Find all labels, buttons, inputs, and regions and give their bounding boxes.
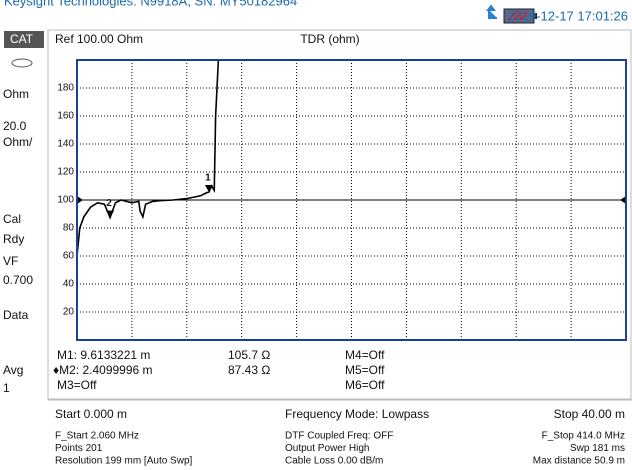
cat-badge bbox=[4, 31, 44, 48]
marker-readout: M3=Off bbox=[57, 378, 97, 392]
sweep-icon bbox=[11, 58, 33, 68]
y-tick-label: 180 bbox=[57, 83, 74, 94]
battery-charge bbox=[507, 11, 529, 21]
marker-readout: M4=Off bbox=[345, 348, 385, 362]
main-panel bbox=[47, 29, 632, 400]
marker-label: 1 bbox=[205, 173, 211, 184]
sidebar-label: Rdy bbox=[3, 232, 24, 246]
y-tick-label: 100 bbox=[57, 195, 74, 206]
footer-info: Points 201 bbox=[55, 443, 103, 454]
mode-label: Frequency Mode: Lowpass bbox=[285, 407, 429, 421]
reference-label: Ref 100.00 Ohm bbox=[55, 32, 143, 46]
sidebar-label: CAT bbox=[10, 32, 34, 46]
footer-info: Max distance 50.9 m bbox=[533, 456, 625, 467]
footer-info: Swp 181 ms bbox=[570, 443, 625, 454]
marker-readout: M1: 9.6133221 m bbox=[57, 348, 150, 362]
y-tick-label: 120 bbox=[57, 167, 74, 178]
sidebar-label: 1 bbox=[3, 381, 10, 395]
sidebar-label: Data bbox=[3, 308, 29, 322]
start-label: Start 0.000 m bbox=[55, 407, 127, 421]
footer-info: DTF Coupled Freq: OFF bbox=[285, 431, 393, 442]
reference-arrow-right bbox=[620, 196, 626, 204]
datetime: 2019-12-17 17:01:26 bbox=[507, 8, 628, 23]
chart-title: TDR (ohm) bbox=[300, 32, 359, 46]
sidebar-label: Avg bbox=[3, 363, 23, 377]
footer-info: F_Stop 414.0 MHz bbox=[542, 431, 625, 442]
sidebar-label: Ohm/ bbox=[3, 135, 33, 149]
header-title: Keysight Technologies: N9918A, SN: MY501… bbox=[4, 0, 297, 8]
marker-readout: 105.7 Ω bbox=[228, 348, 270, 362]
plot-border bbox=[76, 59, 627, 341]
y-tick-label: 80 bbox=[63, 223, 75, 234]
y-tick-label: 40 bbox=[63, 279, 75, 290]
y-tick-label: 60 bbox=[63, 251, 75, 262]
stop-label: Stop 40.00 m bbox=[554, 407, 625, 421]
sidebar-label: 20.0 bbox=[3, 119, 27, 133]
marker-readout: M5=Off bbox=[345, 363, 385, 377]
marker-label: 2 bbox=[106, 198, 112, 209]
usb-icon bbox=[486, 4, 497, 19]
sidebar-label: 0.700 bbox=[3, 273, 33, 287]
sidebar-label: Ohm bbox=[3, 87, 29, 101]
sidebar-label: VF bbox=[3, 254, 18, 268]
y-tick-label: 140 bbox=[57, 139, 74, 150]
y-tick-label: 160 bbox=[57, 111, 74, 122]
marker bbox=[204, 185, 213, 193]
footer-info: Resolution 199 mm [Auto Swp] bbox=[55, 456, 193, 467]
marker-readout: M6=Off bbox=[345, 378, 385, 392]
reference-arrow-left bbox=[77, 196, 83, 204]
battery-tip bbox=[534, 13, 537, 19]
marker-readout: 87.43 Ω bbox=[228, 363, 270, 377]
marker bbox=[106, 210, 115, 218]
sidebar-label: Cal bbox=[3, 212, 21, 226]
footer-info: Output Power High bbox=[285, 443, 370, 454]
y-tick-label: 20 bbox=[63, 307, 75, 318]
marker-readout: ♦M2: 2.4099996 m bbox=[53, 363, 153, 377]
footer-info: F_Start 2.060 MHz bbox=[55, 431, 139, 442]
footer-info: Cable Loss 0.00 dB/m bbox=[285, 456, 383, 467]
